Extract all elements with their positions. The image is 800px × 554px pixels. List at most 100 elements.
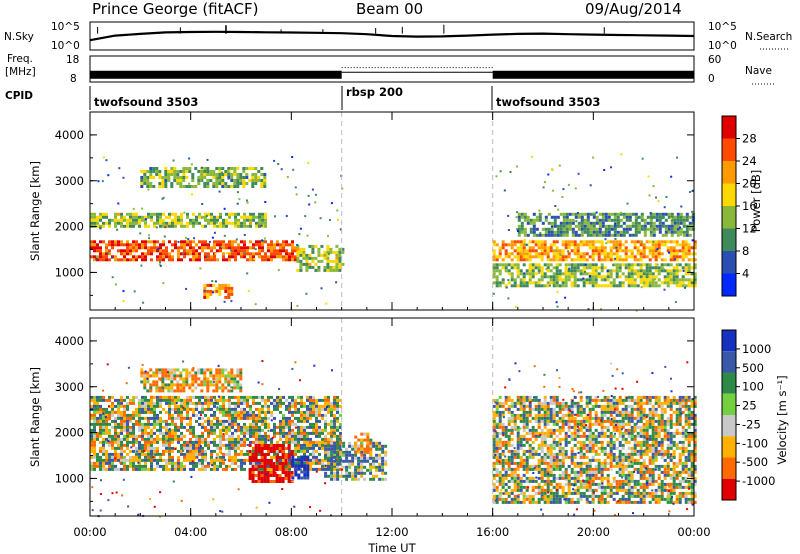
heat-cell — [591, 272, 595, 276]
heat-cell — [552, 240, 556, 244]
heat-cell — [114, 449, 117, 453]
ytick-label: 2000 — [55, 220, 84, 234]
heat-cell — [261, 218, 264, 222]
heat-cell — [99, 458, 102, 462]
heat-cell — [174, 464, 177, 468]
heat-cell — [297, 401, 300, 405]
heat-cell — [543, 413, 547, 417]
heat-cell — [673, 218, 677, 222]
heat-cell — [108, 461, 111, 465]
heat-cell — [522, 249, 526, 253]
heat-cell — [555, 422, 559, 426]
heat-cell — [108, 224, 111, 228]
heat-cell — [267, 425, 270, 429]
heat-cell — [534, 240, 538, 244]
heat-cell — [639, 249, 643, 253]
heat-cell — [192, 413, 195, 417]
heat-cell — [519, 485, 523, 489]
heat-cell — [174, 240, 177, 244]
heat-speckle — [674, 301, 677, 304]
heat-speckle — [559, 254, 562, 256]
heat-cell — [606, 407, 610, 411]
heat-cell — [636, 249, 640, 253]
heat-cell — [510, 413, 514, 417]
heat-cell — [114, 419, 117, 423]
heat-cell — [279, 404, 282, 408]
heat-cell — [303, 410, 306, 414]
heat-cell — [570, 240, 574, 244]
heat-cell — [99, 425, 102, 429]
heat-cell — [141, 398, 144, 402]
heat-cell — [114, 452, 117, 456]
heat-cell — [495, 446, 499, 450]
heat-cell — [249, 215, 252, 219]
heat-cell — [645, 263, 649, 267]
heat-cell — [682, 224, 686, 228]
heat-cell — [186, 243, 189, 247]
heat-cell — [531, 255, 535, 259]
heat-speckle — [122, 176, 125, 179]
heat-cell — [634, 230, 638, 234]
heat-cell — [126, 246, 129, 250]
heat-cell — [510, 452, 514, 456]
heat-cell — [561, 461, 565, 465]
heat-cell — [591, 255, 595, 259]
heat-cell — [165, 401, 168, 405]
heat-cell — [555, 240, 559, 244]
heat-cell — [621, 416, 625, 420]
heat-cell — [308, 253, 312, 257]
heat-cell — [318, 458, 321, 462]
heat-cell — [630, 281, 634, 285]
heat-cell — [222, 413, 225, 417]
heat-cell — [645, 278, 649, 282]
heat-cell — [676, 233, 680, 237]
heat-cell — [519, 281, 523, 285]
heat-cell — [138, 416, 141, 420]
heat-cell — [285, 422, 288, 426]
heat-speckle — [299, 227, 302, 230]
heat-cell — [102, 431, 105, 435]
heat-cell — [600, 491, 604, 495]
heat-cell — [333, 413, 336, 417]
heat-cell — [685, 215, 689, 219]
heat-cell — [573, 476, 577, 480]
heat-cell — [144, 218, 147, 222]
heat-cell — [507, 407, 511, 411]
heat-cell — [679, 230, 683, 234]
heat-cell — [553, 230, 557, 234]
heat-cell — [108, 218, 111, 222]
heat-cell — [570, 419, 574, 423]
heat-speckle — [157, 248, 160, 251]
heat-cell — [681, 243, 685, 247]
heat-speckle — [584, 270, 586, 273]
heat-cell — [603, 398, 607, 402]
heat-cell — [114, 215, 117, 219]
heat-cell — [171, 440, 174, 444]
heat-cell — [640, 227, 644, 231]
heat-cell — [552, 249, 556, 253]
heat-cell — [263, 179, 267, 182]
heat-cell — [204, 413, 207, 417]
heat-cell — [693, 284, 697, 288]
heat-cell — [543, 482, 547, 486]
heat-cell — [546, 461, 550, 465]
heat-cell — [222, 401, 225, 405]
heat-speckle — [652, 240, 655, 243]
heat-cell — [198, 434, 201, 438]
heat-cell — [573, 272, 577, 276]
heat-cell — [120, 461, 123, 465]
heat-cell — [540, 455, 544, 459]
heat-cell — [183, 224, 186, 228]
heat-cell — [636, 275, 640, 279]
heat-cell — [552, 419, 556, 423]
heat-cell — [168, 410, 171, 414]
heat-cell — [309, 413, 312, 417]
heat-cell — [568, 212, 572, 216]
heat-cell — [174, 461, 177, 465]
heat-cell — [672, 278, 676, 282]
heat-cell — [603, 461, 607, 465]
heat-cell — [615, 485, 619, 489]
heat-cell — [218, 173, 222, 176]
heat-speckle — [223, 234, 226, 237]
heat-cell — [615, 410, 619, 414]
